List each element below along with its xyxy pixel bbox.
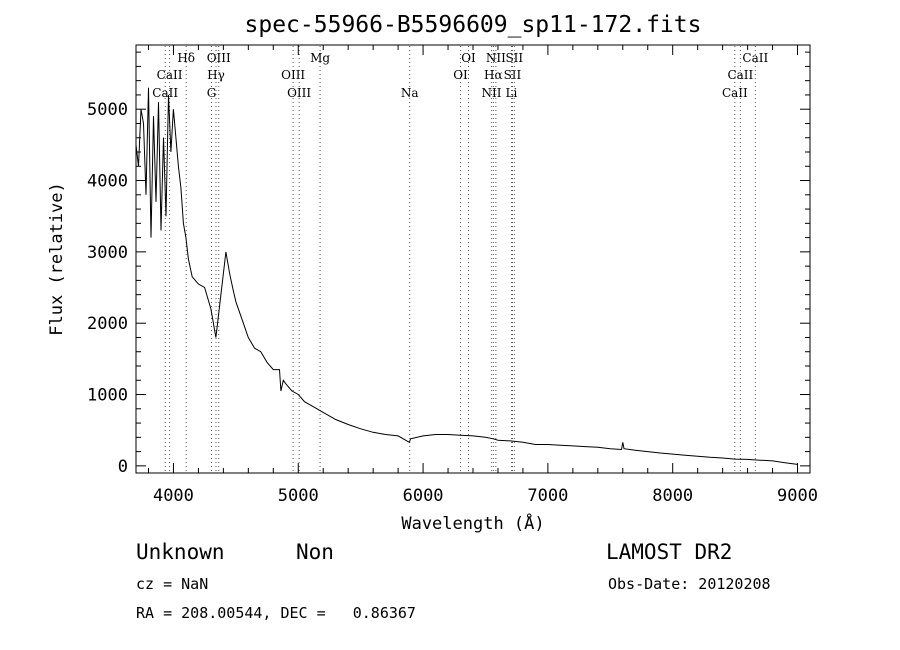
spectral-line-markers: CaII CaII Hδ Hγ G OIII OIII OIII Mg Na OI OI NII Hα NI… <box>152 46 768 472</box>
x-tick-label-6000: 6000 <box>403 486 444 506</box>
chart-title: spec-55966-B5596609_sp11-172.fits <box>245 12 702 38</box>
line-label-11: OI <box>461 51 476 65</box>
y-tick-label-5000: 5000 <box>87 100 128 120</box>
line-label-20: CaII <box>742 51 768 65</box>
line-label-14: NII <box>486 51 506 65</box>
x-tick-label-8000: 8000 <box>652 486 693 506</box>
y-tick-label-2000: 2000 <box>87 314 128 334</box>
x-tick-label-9000: 9000 <box>777 486 818 506</box>
y-tick-label-4000: 4000 <box>87 172 128 192</box>
ra-dec: RA = 208.00544, DEC = 0.86367 <box>136 604 416 622</box>
line-label-2: Hδ <box>177 51 195 65</box>
y-tick-label-1000: 1000 <box>87 386 128 406</box>
line-label-8: Mg <box>310 51 330 65</box>
spectrum-series <box>135 87 798 465</box>
line-label-0: CaII <box>152 86 178 100</box>
survey-name: LAMOST DR2 <box>606 540 733 564</box>
line-label-13: Hα <box>484 68 503 82</box>
line-label-19: CaII <box>727 68 753 82</box>
line-label-18: CaII <box>722 86 748 100</box>
line-label-7: OIII <box>287 86 311 100</box>
line-label-3: Hγ <box>207 68 225 82</box>
x-tick-label-5000: 5000 <box>278 486 319 506</box>
redshift-cz: cz = NaN <box>136 575 209 593</box>
object-subclass: Non <box>296 540 334 564</box>
y-tick-label-0: 0 <box>118 457 128 477</box>
line-label-17: Li <box>506 86 518 100</box>
observation-date: Obs-Date: 20120208 <box>608 575 771 593</box>
x-axis-label: Wavelength (Å) <box>401 512 544 534</box>
x-tick-label-7000: 7000 <box>527 486 568 506</box>
line-label-12: NII <box>481 86 501 100</box>
line-label-6: OIII <box>281 68 305 82</box>
line-label-5: OIII <box>207 51 231 65</box>
line-label-15: SII <box>504 68 522 82</box>
line-label-10: OI <box>453 68 468 82</box>
y-tick-label-3000: 3000 <box>87 243 128 263</box>
y-axis-label: Flux (relative) <box>47 182 67 336</box>
spectrum-chart: spec-55966-B5596609_sp11-172.fits CaIICa… <box>47 12 818 534</box>
plot-frame <box>135 44 811 474</box>
line-label-1: CaII <box>157 68 183 82</box>
axis-ticks: 4000 5000 6000 7000 8000 9000 0 1000 2000 3000 400… <box>87 45 818 506</box>
line-label-4: G <box>207 86 217 100</box>
line-label-16: SII <box>505 51 523 65</box>
object-class: Unknown <box>136 540 225 564</box>
spectrum-line <box>135 87 798 465</box>
line-label-9: Na <box>401 86 419 100</box>
x-tick-label-4000: 4000 <box>153 486 194 506</box>
